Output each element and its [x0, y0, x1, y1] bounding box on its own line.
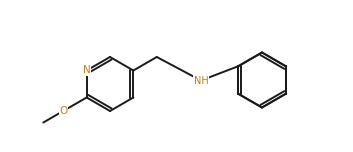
- Text: O: O: [59, 106, 67, 116]
- Text: N: N: [83, 66, 90, 76]
- Text: NH: NH: [194, 76, 208, 85]
